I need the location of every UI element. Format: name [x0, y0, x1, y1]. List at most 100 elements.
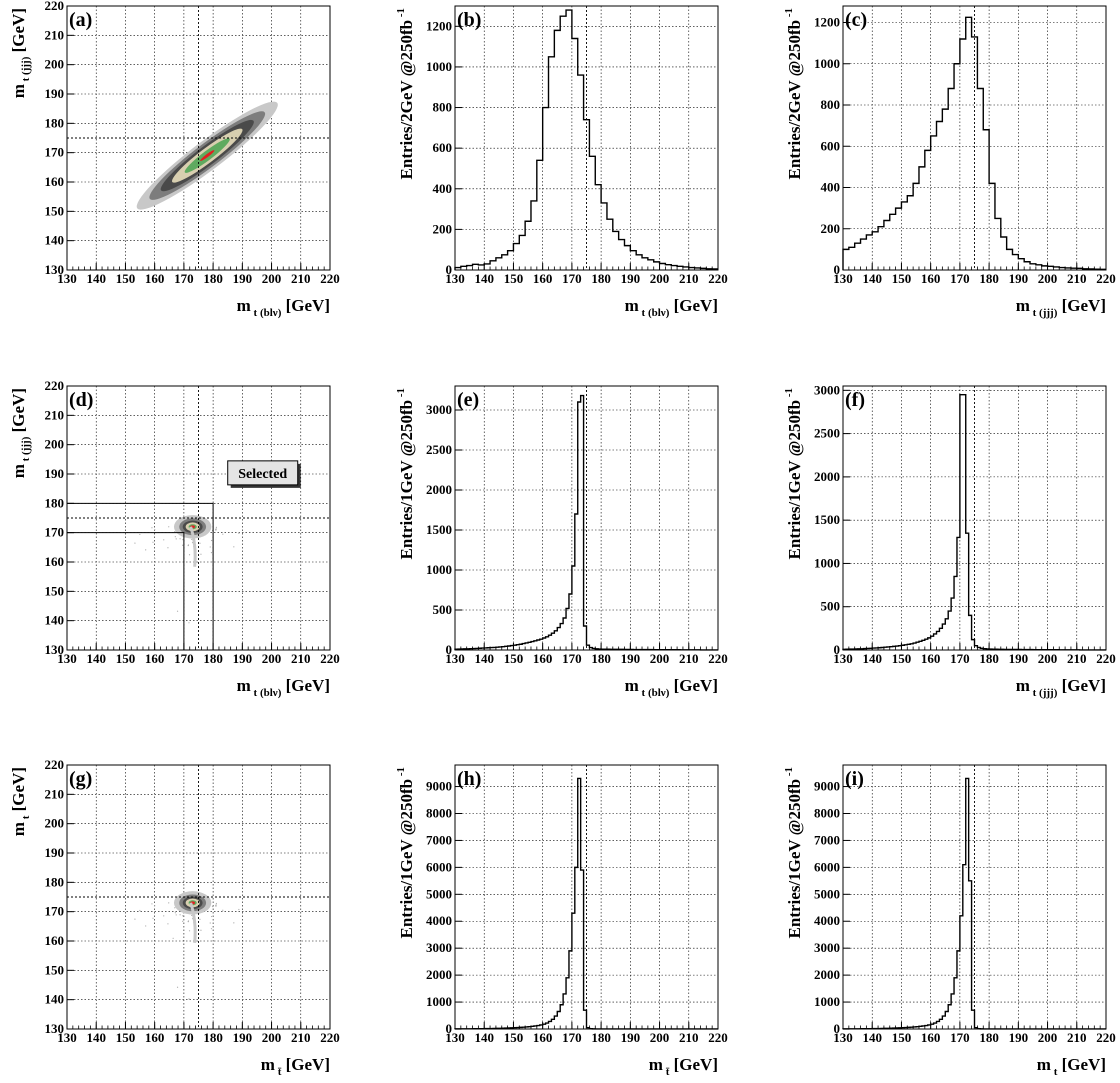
scatter-point [176, 610, 179, 612]
x-tick-label: 200 [262, 271, 282, 286]
x-tick-label: 200 [650, 651, 670, 666]
scatter-point [188, 998, 190, 1000]
annotation-box [227, 460, 299, 486]
x-axis-label: m t̄ [GeV] [649, 1055, 718, 1078]
x-tick-label: 220 [708, 1030, 728, 1045]
x-tick-label: 210 [1067, 271, 1087, 286]
y-tick-label: 130 [45, 1021, 65, 1036]
x-tick-label: 160 [145, 1030, 165, 1045]
y-tick-label: 190 [45, 845, 65, 860]
scatter-point [145, 925, 147, 927]
y-tick-label: 1500 [426, 522, 452, 537]
y-tick-label: 200 [45, 437, 65, 452]
plot-frame [454, 385, 719, 651]
x-tick-label: 180 [203, 271, 223, 286]
y-tick-label: 0 [446, 262, 453, 277]
panel-label: (g) [69, 768, 92, 790]
scatter-point [139, 909, 141, 912]
panel-i: 130 140 150 160 170 180 190 200 210 220 0 1000 2000 3… [783, 764, 1116, 1078]
panel-label: (b) [457, 9, 481, 31]
y-tick-label: 150 [45, 583, 65, 598]
scatter-point [191, 538, 193, 540]
scatter-point [210, 552, 213, 554]
y-tick-label: 200 [45, 57, 65, 72]
x-tick-label: 170 [174, 1030, 194, 1045]
x-tick-label: 130 [445, 651, 465, 666]
x-tick-label: 130 [833, 271, 853, 286]
y-tick-label: 180 [45, 495, 65, 510]
contour-level-5 [200, 150, 215, 162]
x-tick-label: 170 [562, 271, 582, 286]
x-tick-label: 210 [679, 1030, 699, 1045]
scatter-point [182, 544, 184, 546]
y-tick-label: 1000 [426, 994, 452, 1009]
x-tick-label: 140 [474, 651, 494, 666]
y-tick-label: 200 [433, 221, 453, 236]
scatter-point [187, 544, 189, 547]
panel-f: 130 140 150 160 170 180 190 200 210 220 0 500 1000 15… [783, 382, 1116, 699]
y-tick-label: 1200 [814, 15, 840, 30]
y-tick-label: 210 [45, 407, 65, 422]
contour-tail [189, 902, 197, 944]
x-tick-label: 150 [116, 651, 136, 666]
scatter-point [215, 905, 217, 907]
plot-frame [842, 5, 1107, 271]
scatter-point [233, 922, 235, 924]
x-tick-label: 160 [921, 1030, 941, 1045]
x-tick-label: 190 [233, 651, 253, 666]
scatter-point [215, 528, 217, 530]
scatter-point [167, 547, 169, 549]
y-tick-label: 600 [433, 140, 453, 155]
panel-label: (h) [457, 768, 481, 790]
x-tick-label: 130 [833, 651, 853, 666]
y-tick-label: 220 [45, 757, 65, 772]
y-axis-label: Entries/2GeV @250fb -1 [395, 8, 416, 179]
x-tick-label: 210 [679, 271, 699, 286]
ticks-f: 130 140 150 160 170 180 190 200 210 220 0 500 1000 15… [814, 382, 1116, 666]
x-tick-label: 170 [174, 271, 194, 286]
y-tick-label: 1000 [814, 555, 840, 570]
x-tick-label: 200 [650, 271, 670, 286]
x-tick-label: 180 [203, 1030, 223, 1045]
y-tick-label: 210 [45, 786, 65, 801]
y-tick-label: 0 [446, 642, 453, 657]
x-tick-label: 180 [979, 1030, 999, 1045]
ticks-a: 130 140 150 160 170 180 190 200 210 220 130 140 150 1… [45, 0, 340, 286]
y-tick-label: 1000 [814, 56, 840, 71]
y-tick-label: 220 [45, 378, 65, 393]
x-tick-label: 150 [892, 651, 912, 666]
panel-label: (c) [845, 9, 867, 31]
y-axis-label: Entries/2GeV @250fb -1 [783, 8, 804, 179]
scatter-point [154, 905, 156, 907]
y-tick-label: 170 [45, 145, 65, 160]
y-tick-label: 800 [821, 97, 841, 112]
y-tick-label: 9000 [426, 779, 452, 794]
panel-label: (d) [69, 389, 93, 411]
x-tick-label: 220 [320, 651, 340, 666]
histogram-line-b [454, 9, 718, 270]
scatter-point [210, 915, 213, 918]
scatter-point [199, 542, 201, 544]
y-tick-label: 200 [821, 221, 841, 236]
x-axis-label: m t (blν) [GeV] [625, 296, 718, 319]
x-tick-label: 140 [86, 1030, 106, 1045]
scatter-point [188, 554, 191, 556]
x-tick-label: 180 [591, 1030, 611, 1045]
x-axis-label: m t (blν) [GeV] [237, 296, 330, 319]
x-tick-label: 220 [1096, 271, 1116, 286]
x-tick-label: 140 [862, 271, 882, 286]
y-tick-label: 500 [433, 602, 453, 617]
scatter-point [198, 591, 200, 594]
x-tick-label: 170 [562, 1030, 582, 1045]
scatter-point [209, 546, 211, 548]
scatter-point [222, 533, 224, 535]
x-tick-label: 220 [1096, 651, 1116, 666]
x-tick-label: 140 [86, 651, 106, 666]
panel-label: (e) [457, 389, 479, 411]
scatter-point [200, 929, 202, 931]
panel-e: 130 140 150 160 170 180 190 200 210 220 0 500 1000 15… [395, 385, 728, 699]
y-tick-label: 160 [45, 174, 65, 189]
x-axis-label: m t̄ [GeV] [261, 1055, 330, 1078]
plot-frame [66, 385, 331, 651]
